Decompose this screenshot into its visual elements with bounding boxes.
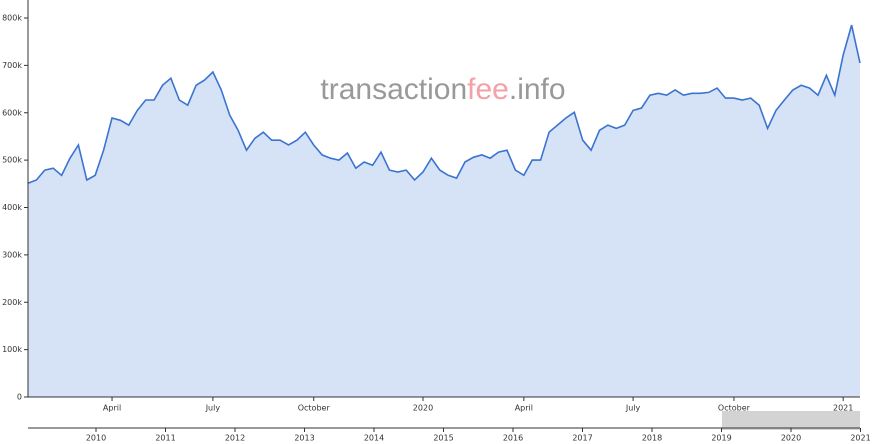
range-selector[interactable] (722, 411, 860, 430)
navigator-label: 2013 (294, 434, 314, 443)
navigator-label: 2012 (225, 434, 245, 443)
navigator-label: 2020 (781, 434, 801, 443)
x-tick-label: April (515, 404, 533, 413)
y-tick-label: 800k (2, 14, 22, 23)
watermark-part: transaction (320, 73, 467, 106)
y-tick-label: 200k (2, 298, 22, 307)
navigator-label: 2016 (503, 434, 523, 443)
navigator-label: 2018 (642, 434, 662, 443)
x-tick-label: October (718, 404, 751, 413)
x-tick-label: 2020 (413, 404, 433, 413)
navigator-label: 2021 (850, 434, 870, 443)
y-tick-label: 100k (2, 345, 22, 354)
y-tick-label: 500k (2, 156, 22, 165)
navigator-label: 2015 (433, 434, 453, 443)
y-tick-label: 700k (2, 61, 22, 70)
y-tick-label: 300k (2, 250, 22, 259)
y-tick-label: 400k (2, 203, 22, 212)
x-tick-label: October (298, 404, 331, 413)
x-tick-label: 2021 (833, 404, 853, 413)
watermark-part: fee (467, 73, 509, 106)
navigator-label: 2014 (364, 434, 384, 443)
area-fill (28, 25, 860, 397)
line (27, 24, 861, 185)
y-tick-label: 600k (2, 108, 22, 117)
navigator-label: 2017 (572, 434, 592, 443)
navigator-label: 2019 (711, 434, 731, 443)
x-tick-label: July (205, 404, 221, 413)
navigator-label: 2011 (155, 434, 175, 443)
watermark: transactionfee.info (320, 73, 565, 106)
y-tick-label: 0 (17, 393, 22, 402)
x-tick-label: July (625, 404, 641, 413)
navigator-label: 2010 (86, 434, 106, 443)
watermark-part: .info (509, 73, 566, 106)
x-tick-label: April (103, 404, 121, 413)
